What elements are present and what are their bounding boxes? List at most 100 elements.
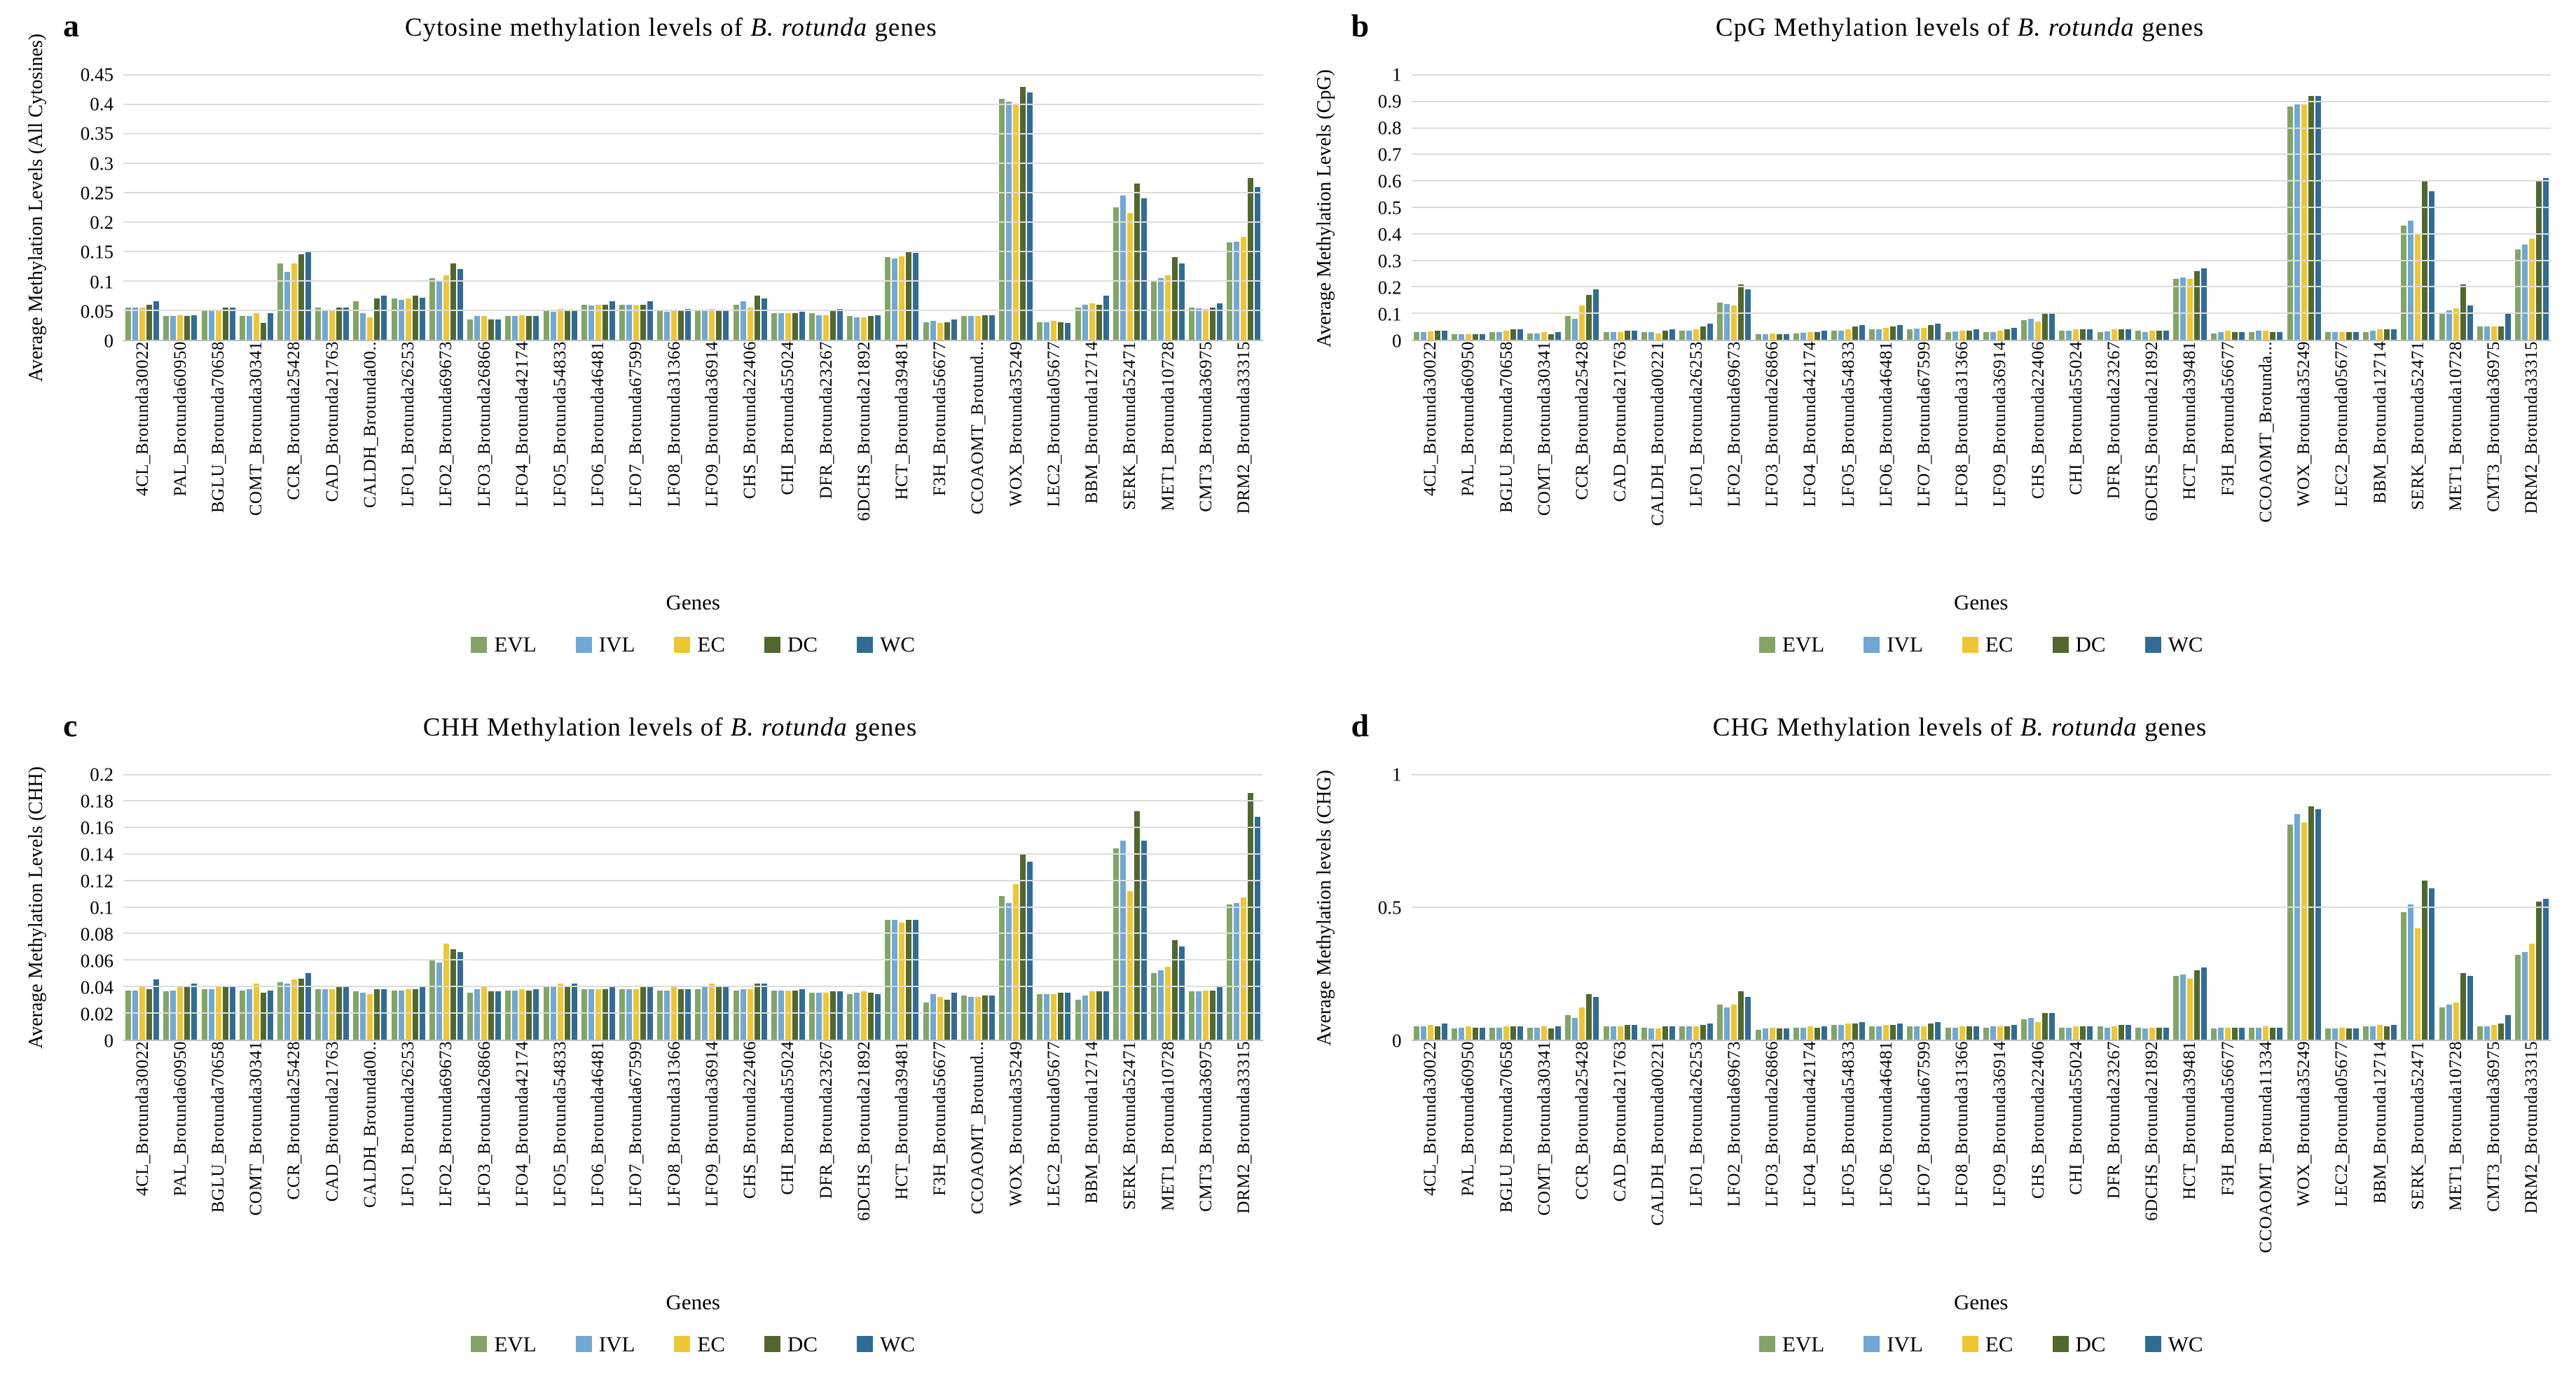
bar-ec xyxy=(747,988,753,1040)
x-tick-label: LEC2_Brotunda05677 xyxy=(1044,341,1063,507)
bar-group xyxy=(390,75,427,340)
bar-ivl xyxy=(1990,1026,1996,1040)
bar-group xyxy=(959,775,997,1040)
bar-group xyxy=(313,75,351,340)
x-tick-slot: WOX_Brotunda35249 xyxy=(997,1041,1035,1206)
x-tick-slot: 6DCHS_Brotunda21892 xyxy=(2133,1041,2171,1221)
bar-evl xyxy=(1603,1026,1609,1040)
bar-evl xyxy=(1113,848,1119,1040)
bar-ec xyxy=(1769,1027,1775,1040)
bar-dc xyxy=(944,999,950,1040)
bar-group xyxy=(845,75,883,340)
bar-ec xyxy=(367,994,373,1040)
x-tick-label: LFO1_Brotunda26253 xyxy=(399,1040,418,1207)
x-tick-label: LFO5_Brotunda54833 xyxy=(1838,341,1858,507)
x-tick-slot: LEC2_Brotunda05677 xyxy=(2323,1041,2361,1207)
bar-dc xyxy=(2232,331,2238,340)
chart-body: Average Methylation Levels (CHH) 0 0.02 0.… xyxy=(14,765,1263,1370)
legend-label: DC xyxy=(787,632,818,656)
gridline xyxy=(1411,906,2551,908)
bar-group xyxy=(1981,75,2019,340)
x-tick-label: CMT3_Brotunda36975 xyxy=(2484,341,2504,512)
bar-wc xyxy=(761,298,767,340)
bar-ivl xyxy=(322,310,329,340)
x-tick-slot: DRM2_Brotunda33315 xyxy=(2513,341,2551,514)
bar-ivl xyxy=(2028,1018,2034,1040)
bar-evl xyxy=(1945,1027,1951,1040)
y-tick-label: 0.1 xyxy=(90,897,113,918)
bar-evl xyxy=(2477,326,2483,340)
bar-ivl xyxy=(1876,329,1882,340)
gridline xyxy=(123,251,1263,253)
bar-group xyxy=(2057,775,2095,1040)
x-tick-slot: LFO3_Brotunda26866 xyxy=(465,1041,503,1207)
bar-dc xyxy=(602,988,608,1040)
bar-dc xyxy=(1624,330,1630,340)
x-tick-slot: BBM_Brotunda12714 xyxy=(2361,341,2399,504)
bar-dc xyxy=(1700,326,1707,340)
bar-dc xyxy=(2118,329,2124,340)
bar-evl xyxy=(733,990,739,1040)
bar-group xyxy=(1073,775,1110,1040)
panel-title-suffix: genes xyxy=(2137,712,2207,742)
x-tick-label: PAL_Brotunda60950 xyxy=(170,1040,190,1196)
panel-letter: b xyxy=(1351,8,1370,43)
bar-ivl xyxy=(2408,220,2414,340)
x-tick-label: 4CL_Brotunda30022 xyxy=(1421,1040,1440,1196)
bar-ivl xyxy=(854,993,860,1040)
bar-evl xyxy=(2021,1019,2027,1040)
bar-wc xyxy=(685,988,691,1040)
x-tick-slot: LFO6_Brotunda46481 xyxy=(1867,1041,1905,1207)
x-tick-slot: DRM2_Brotunda33315 xyxy=(2513,1041,2551,1214)
bar-group xyxy=(921,75,959,340)
bar-dc xyxy=(1510,329,1517,340)
bar-ivl xyxy=(2256,330,2262,340)
bar-evl xyxy=(2021,319,2027,340)
bar-group xyxy=(959,75,997,340)
gridline xyxy=(123,74,1263,76)
x-tick-label: DFR_Brotunda23267 xyxy=(816,1040,836,1199)
x-axis-title: Genes xyxy=(666,590,720,614)
bar-wc xyxy=(2542,178,2549,340)
bar-ec xyxy=(2301,822,2307,1040)
y-tick-label: 0.3 xyxy=(90,153,113,174)
bar-ec xyxy=(1541,1026,1548,1040)
gridline xyxy=(1411,286,2551,288)
x-tick-slot: CCR_Brotunda25428 xyxy=(1563,341,1601,500)
bar-ivl xyxy=(2218,1027,2224,1040)
x-tick-slot: CALDH_Brotunda00221 xyxy=(1639,1041,1677,1226)
chart-body: Average Methylation levels (CHG) 0 0.5 1 4… xyxy=(1302,765,2551,1370)
bar-ivl xyxy=(132,307,139,340)
bar-group xyxy=(1073,75,1110,340)
bar-wc xyxy=(1479,333,1485,340)
bar-group xyxy=(579,75,617,340)
gridline xyxy=(1411,773,2551,776)
x-tick-label: LFO7_Brotunda67599 xyxy=(1914,1040,1934,1207)
legend: EVL IVL EC DC WC xyxy=(123,619,1263,670)
bar-ec xyxy=(2186,978,2193,1040)
gridline xyxy=(123,133,1263,135)
bar-ivl xyxy=(2446,1005,2452,1040)
x-tick-label: F3H_Brotunda56677 xyxy=(2218,1040,2238,1196)
legend: EVL IVL EC DC WC xyxy=(1412,619,2551,670)
x-tick-label: LFO9_Brotunda36914 xyxy=(702,1040,722,1207)
x-tick-label: CAD_Brotunda21763 xyxy=(322,341,342,502)
y-tick-label: 0.02 xyxy=(80,1003,113,1024)
bar-ec xyxy=(2377,329,2383,340)
bar-evl xyxy=(201,310,207,340)
bar-dc xyxy=(2346,331,2352,340)
x-tick-slot: COMT_Brotunda30341 xyxy=(237,341,275,516)
y-tick-label: 0.14 xyxy=(80,843,113,864)
bar-ivl xyxy=(854,317,860,340)
bar-evl xyxy=(2401,912,2407,1040)
x-tick-slot: CALDH_Brotunda00221 xyxy=(1639,341,1677,526)
bar-ivl xyxy=(1724,303,1730,340)
bar-wc xyxy=(1859,1021,1866,1040)
bar-wc xyxy=(1441,1023,1447,1040)
bar-dc xyxy=(1248,792,1254,1040)
bar-wc xyxy=(2049,1012,2055,1040)
bar-group xyxy=(1829,775,1867,1040)
bar-ivl xyxy=(1082,304,1088,340)
legend-label: IVL xyxy=(598,632,635,656)
y-tick-label: 0.1 xyxy=(90,271,113,293)
